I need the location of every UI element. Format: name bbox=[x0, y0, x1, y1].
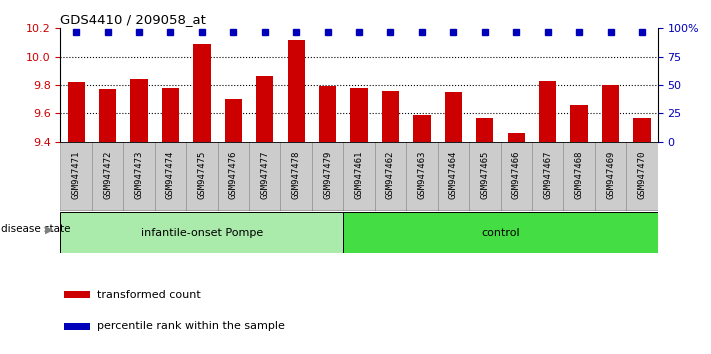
Bar bbox=[438, 142, 469, 211]
Bar bbox=[382, 91, 399, 142]
Text: ▶: ▶ bbox=[45, 224, 53, 234]
Bar bbox=[312, 142, 343, 211]
Bar bbox=[406, 142, 438, 211]
Bar bbox=[626, 142, 658, 211]
Bar bbox=[68, 82, 85, 142]
Text: GSM947465: GSM947465 bbox=[481, 150, 489, 199]
Bar bbox=[60, 142, 92, 211]
Bar bbox=[532, 142, 563, 211]
Text: GSM947472: GSM947472 bbox=[103, 150, 112, 199]
Bar bbox=[343, 142, 375, 211]
Bar bbox=[60, 212, 343, 253]
Bar bbox=[508, 133, 525, 142]
Text: GSM947470: GSM947470 bbox=[638, 150, 646, 199]
Bar bbox=[64, 322, 90, 330]
Bar bbox=[539, 81, 556, 142]
Bar bbox=[476, 118, 493, 142]
Text: GSM947473: GSM947473 bbox=[134, 150, 144, 199]
Bar bbox=[256, 76, 274, 142]
Text: GSM947463: GSM947463 bbox=[417, 150, 427, 199]
Bar bbox=[218, 142, 249, 211]
Text: transformed count: transformed count bbox=[97, 290, 201, 299]
Bar bbox=[130, 79, 148, 142]
Text: GSM947475: GSM947475 bbox=[198, 150, 206, 199]
Bar bbox=[280, 142, 312, 211]
Bar bbox=[319, 86, 336, 142]
Bar bbox=[375, 142, 406, 211]
Text: GSM947474: GSM947474 bbox=[166, 150, 175, 199]
Bar bbox=[99, 89, 116, 142]
Bar bbox=[193, 44, 210, 142]
Bar bbox=[64, 291, 90, 298]
Bar bbox=[444, 92, 462, 142]
Bar bbox=[186, 142, 218, 211]
Bar bbox=[249, 142, 280, 211]
Bar bbox=[563, 142, 595, 211]
Bar bbox=[343, 212, 658, 253]
Text: GSM947477: GSM947477 bbox=[260, 150, 269, 199]
Text: GSM947461: GSM947461 bbox=[355, 150, 363, 199]
Bar bbox=[225, 99, 242, 142]
Bar bbox=[155, 142, 186, 211]
Text: GSM947476: GSM947476 bbox=[229, 150, 237, 199]
Text: GSM947478: GSM947478 bbox=[292, 150, 301, 199]
Bar bbox=[123, 142, 155, 211]
Text: disease state: disease state bbox=[1, 224, 70, 234]
Bar bbox=[162, 88, 179, 142]
Text: GSM947479: GSM947479 bbox=[323, 150, 332, 199]
Text: percentile rank within the sample: percentile rank within the sample bbox=[97, 321, 284, 331]
Text: GSM947464: GSM947464 bbox=[449, 150, 458, 199]
Text: GSM947469: GSM947469 bbox=[606, 150, 615, 199]
Text: control: control bbox=[481, 228, 520, 238]
Bar bbox=[413, 115, 431, 142]
Text: GSM947467: GSM947467 bbox=[543, 150, 552, 199]
Text: GSM947471: GSM947471 bbox=[72, 150, 80, 199]
Bar bbox=[570, 105, 588, 142]
Bar bbox=[287, 40, 305, 142]
Bar bbox=[634, 118, 651, 142]
Bar bbox=[351, 88, 368, 142]
Bar bbox=[595, 142, 626, 211]
Bar bbox=[92, 142, 123, 211]
Text: GDS4410 / 209058_at: GDS4410 / 209058_at bbox=[60, 13, 206, 26]
Text: GSM947466: GSM947466 bbox=[512, 150, 520, 199]
Bar bbox=[501, 142, 532, 211]
Text: GSM947468: GSM947468 bbox=[574, 150, 584, 199]
Text: infantile-onset Pompe: infantile-onset Pompe bbox=[141, 228, 263, 238]
Bar bbox=[602, 85, 619, 142]
Bar bbox=[469, 142, 501, 211]
Text: GSM947462: GSM947462 bbox=[386, 150, 395, 199]
